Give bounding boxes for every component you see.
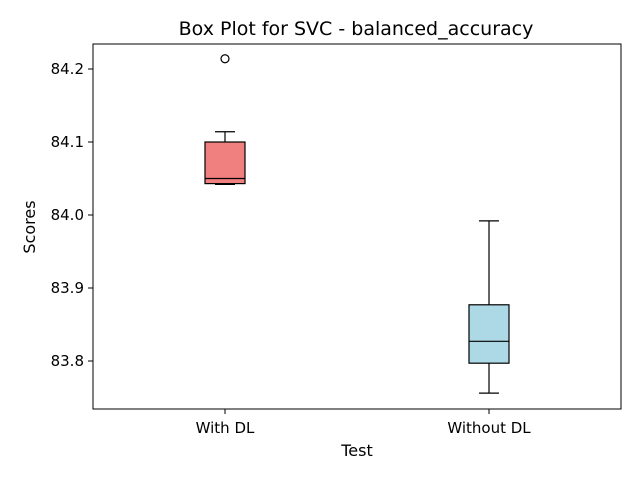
y-axis-label: Scores xyxy=(20,200,39,253)
x-tick-label: Without DL xyxy=(447,419,531,437)
box-series xyxy=(204,54,510,394)
y-tick-label: 83.9 xyxy=(51,279,84,297)
iqr-box xyxy=(468,304,510,364)
plot-area xyxy=(92,43,622,410)
y-tick-label: 84.2 xyxy=(51,60,84,78)
x-axis-label: Test xyxy=(340,441,373,460)
x-axis-ticks: With DL Without DL xyxy=(196,409,531,437)
x-tick-label: With DL xyxy=(196,419,255,437)
y-axis-ticks: 83.8 83.9 84.0 84.1 84.2 xyxy=(51,60,93,370)
y-tick-label: 84.1 xyxy=(51,133,84,151)
y-tick-label: 83.8 xyxy=(51,352,84,370)
box-with-dl xyxy=(204,54,246,185)
y-tick-label: 84.0 xyxy=(51,206,84,224)
box-without-dl xyxy=(468,220,510,394)
outlier-point xyxy=(220,54,230,64)
iqr-box xyxy=(204,141,246,185)
chart-title: Box Plot for SVC - balanced_accuracy xyxy=(179,18,534,40)
